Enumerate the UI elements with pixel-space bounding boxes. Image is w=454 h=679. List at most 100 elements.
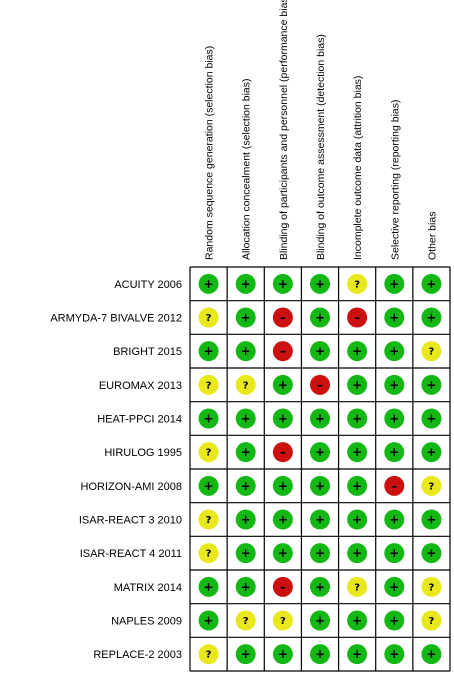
judgement-circle <box>310 408 330 429</box>
judgement-symbol: + <box>352 378 362 392</box>
judgement-symbol: + <box>241 445 251 459</box>
judgement-cell: + <box>347 374 368 395</box>
judgement-symbol: + <box>241 277 251 291</box>
judgement-cell: – <box>272 442 293 463</box>
judgement-circle <box>421 341 442 362</box>
judgement-circle <box>272 509 293 530</box>
judgement-cell: – <box>310 374 330 395</box>
judgement-cell: ? <box>198 509 219 530</box>
row-label: ACUITY 2006 <box>114 279 182 291</box>
judgement-circle <box>235 307 256 328</box>
judgement-cell: + <box>272 543 293 564</box>
row-label: BRIGHT 2015 <box>113 346 182 358</box>
judgement-cell: + <box>310 442 330 463</box>
judgement-symbol: + <box>389 412 399 426</box>
judgement-cell: + <box>310 341 330 362</box>
judgement-symbol: + <box>426 378 436 392</box>
judgement-circle <box>272 408 293 429</box>
row-label: HIRULOG 1995 <box>104 447 182 459</box>
judgement-circle <box>347 610 368 631</box>
judgement-circle <box>198 374 219 395</box>
judgement-cell: ? <box>272 610 293 631</box>
judgement-circle <box>347 576 368 597</box>
judgement-circle <box>347 341 368 362</box>
judgement-cell: ? <box>421 576 442 597</box>
judgement-circle <box>310 273 330 294</box>
judgement-circle <box>235 644 256 665</box>
column-label: Random sequence generation (selection bi… <box>204 46 216 260</box>
judgement-cell: + <box>421 442 442 463</box>
judgement-circle <box>421 644 442 665</box>
judgement-cell: + <box>347 644 368 665</box>
judgement-circle <box>310 610 330 631</box>
judgement-symbol: ? <box>429 616 435 627</box>
judgement-circle <box>272 307 293 328</box>
judgement-symbol: + <box>204 580 214 594</box>
judgement-cell: + <box>235 475 256 496</box>
judgement-cell: + <box>421 644 442 665</box>
grid-lines <box>189 266 451 672</box>
judgement-circle <box>310 543 330 564</box>
judgement-symbol: + <box>241 479 251 493</box>
judgement-cell: + <box>235 442 256 463</box>
judgement-cell: + <box>384 610 405 631</box>
judgement-circle <box>198 442 219 463</box>
judgement-circle <box>272 442 293 463</box>
judgement-cell: + <box>198 610 219 631</box>
judgement-cell: + <box>384 442 405 463</box>
judgement-symbol: ? <box>243 380 249 391</box>
judgement-symbol: ? <box>354 582 360 593</box>
judgement-symbol: + <box>426 277 436 291</box>
judgement-symbol: – <box>391 479 397 493</box>
judgement-symbol: + <box>278 513 288 527</box>
judgement-cell: ? <box>235 610 256 631</box>
judgement-symbol: + <box>278 412 288 426</box>
judgement-cell: + <box>310 475 330 496</box>
judgement-cell: + <box>310 543 330 564</box>
judgement-circle <box>310 509 330 530</box>
judgement-symbol: ? <box>243 616 249 627</box>
judgement-cell: + <box>421 543 442 564</box>
judgement-symbol: + <box>241 412 251 426</box>
judgement-cell: + <box>235 341 256 362</box>
judgement-circle <box>235 509 256 530</box>
judgement-cell: – <box>272 307 293 328</box>
judgement-cell: + <box>384 509 405 530</box>
judgement-cell: + <box>272 273 293 294</box>
judgement-circle <box>310 307 330 328</box>
judgement-cell: ? <box>198 307 219 328</box>
judgement-circle <box>198 509 219 530</box>
judgement-circle <box>198 543 219 564</box>
judgement-circle <box>421 273 442 294</box>
judgement-cell: + <box>347 610 368 631</box>
judgement-symbol: ? <box>206 549 212 560</box>
row-label: ISAR-REACT 3 2010 <box>79 515 182 527</box>
judgement-cell: + <box>347 442 368 463</box>
judgement-symbol: + <box>389 344 399 358</box>
judgement-symbol: + <box>389 513 399 527</box>
judgement-symbol: ? <box>206 448 212 459</box>
judgement-cell: + <box>310 273 330 294</box>
judgement-circle <box>198 273 219 294</box>
judgement-symbol: ? <box>429 582 435 593</box>
judgement-cell: + <box>235 509 256 530</box>
judgement-symbol: + <box>204 344 214 358</box>
judgement-circle <box>235 610 256 631</box>
judgement-cell: + <box>235 408 256 429</box>
judgement-symbol: + <box>389 546 399 560</box>
judgement-circle <box>384 576 405 597</box>
judgement-symbol: + <box>352 445 362 459</box>
judgement-circle <box>235 408 256 429</box>
judgement-circle <box>272 644 293 665</box>
judgement-circle <box>198 408 219 429</box>
judgement-circle <box>384 442 405 463</box>
judgement-circle <box>235 475 256 496</box>
judgement-symbol: – <box>280 580 286 594</box>
judgement-circle <box>384 307 405 328</box>
judgement-circle <box>347 543 368 564</box>
judgement-symbol: ? <box>206 650 212 661</box>
judgement-symbol: ? <box>354 279 360 290</box>
judgement-circle <box>384 374 405 395</box>
judgement-symbol: + <box>241 546 251 560</box>
